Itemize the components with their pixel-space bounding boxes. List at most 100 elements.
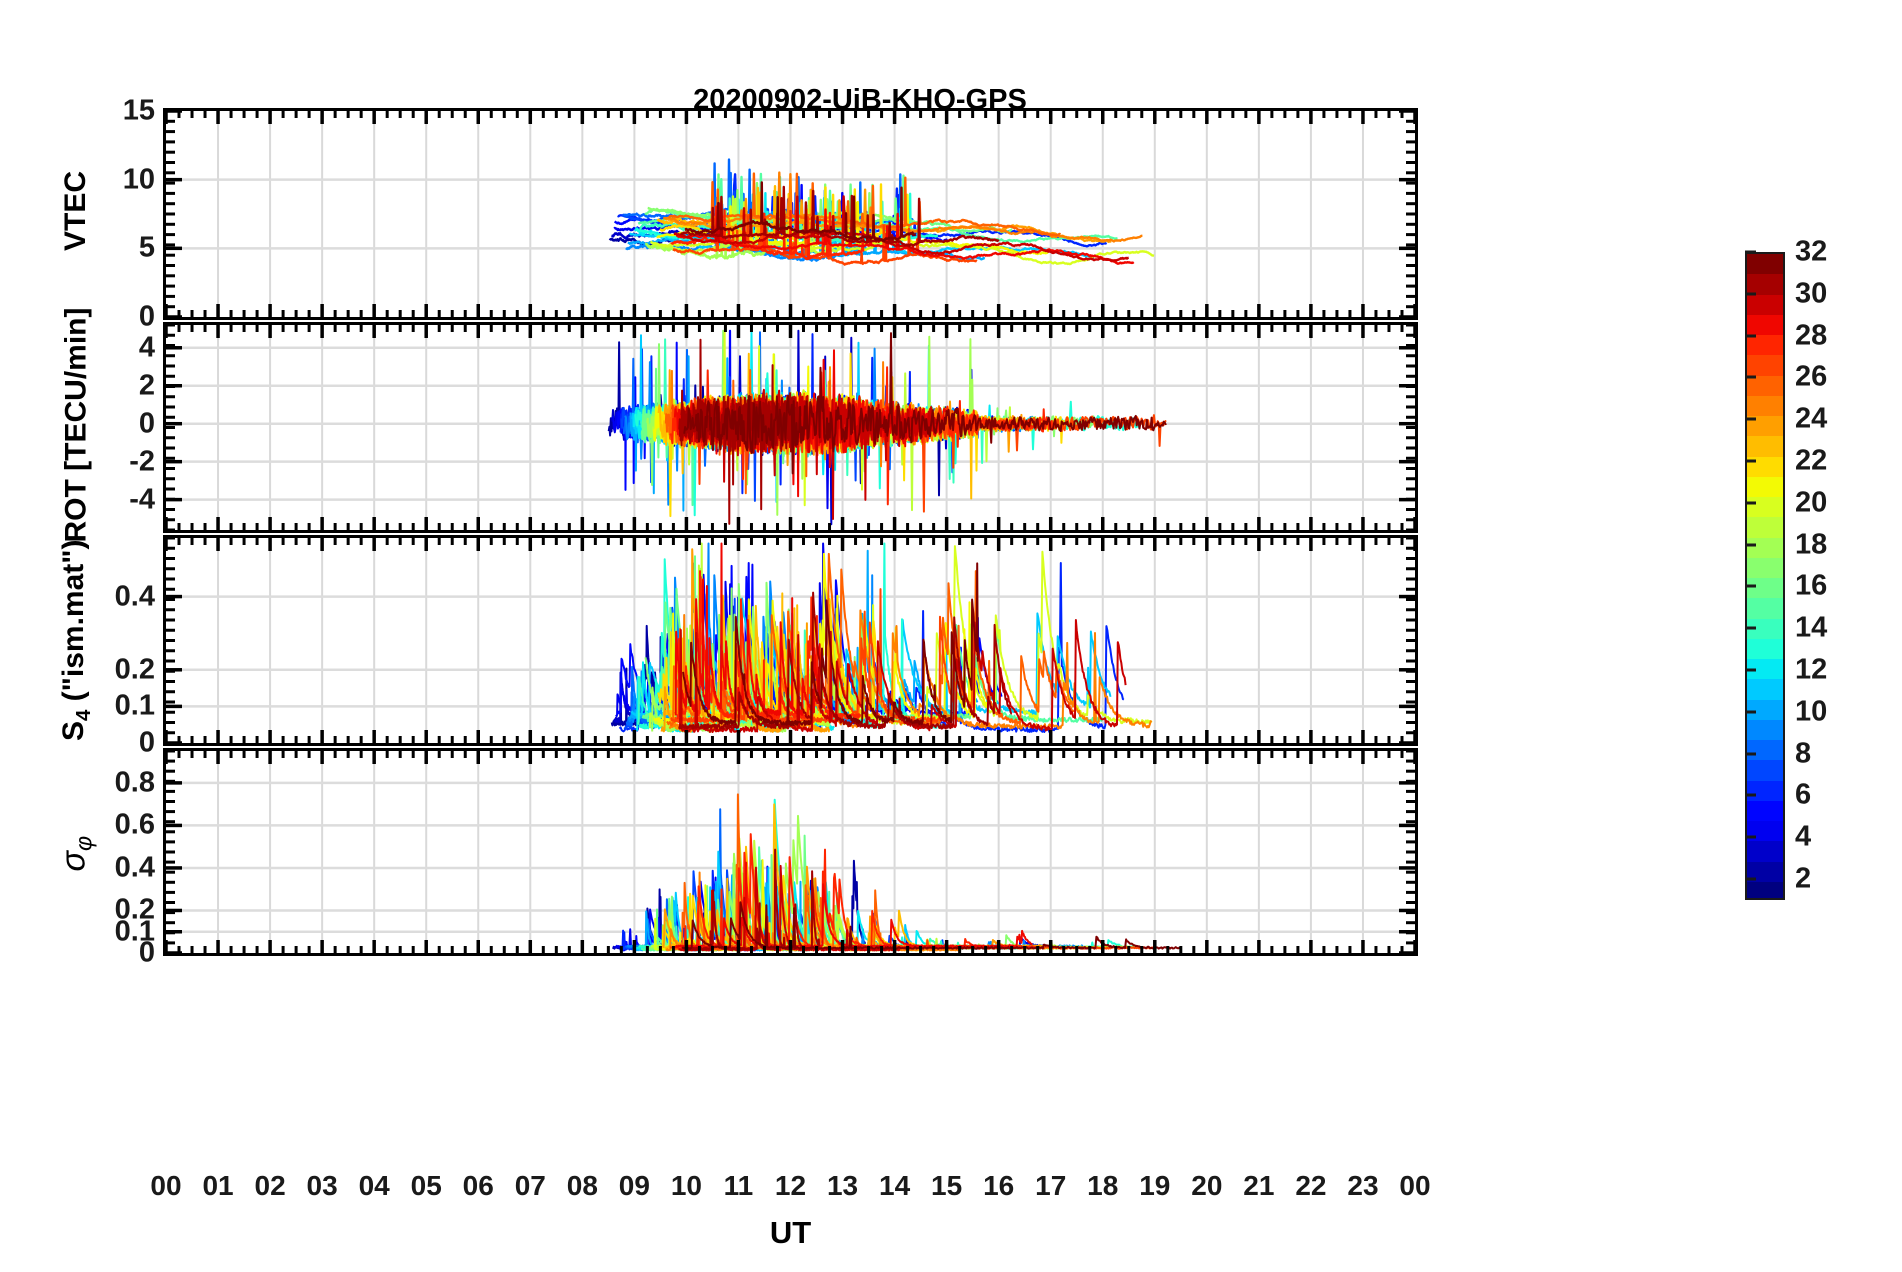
colorbar-segment xyxy=(1747,254,1783,275)
colorbar-segment xyxy=(1747,618,1783,639)
x-tick-label: 02 xyxy=(254,1170,286,1201)
colorbar-segment xyxy=(1747,314,1783,335)
axis-ticks xyxy=(166,751,1415,953)
x-tick-label: 03 xyxy=(306,1170,338,1201)
colorbar-segment xyxy=(1747,659,1783,680)
colorbar-segment xyxy=(1747,679,1783,700)
colorbar-segment xyxy=(1747,335,1783,356)
y-axis-label-sigma-phi: σφ xyxy=(54,835,97,872)
x-tick-label: 12 xyxy=(774,1170,807,1201)
plot-panel-s4 xyxy=(163,535,1418,746)
y-tick-label: 0.1 xyxy=(114,689,155,722)
x-tick-label: 06 xyxy=(462,1170,494,1201)
colorbar-segment xyxy=(1747,719,1783,740)
colorbar-label: PRN xyxy=(1895,539,1902,605)
x-tick-label: 11 xyxy=(723,1170,754,1201)
colorbar-segment xyxy=(1747,537,1783,558)
y-tick-label: -4 xyxy=(129,483,155,516)
y-tick-label: 0 xyxy=(138,407,155,440)
colorbar-tick-label: 4 xyxy=(1795,820,1812,853)
y-tick-label: 0.6 xyxy=(114,808,155,841)
plot-panel-vtec xyxy=(163,108,1418,320)
colorbar-tick-mark xyxy=(1745,793,1756,797)
x-tick-label: 05 xyxy=(410,1170,442,1201)
colorbar-tick-label: 2 xyxy=(1795,862,1812,895)
x-tick-label: 04 xyxy=(358,1170,390,1201)
colorbar-tick-mark xyxy=(1745,752,1756,756)
colorbar-segment xyxy=(1747,800,1783,821)
y-tick-label: 0.8 xyxy=(114,766,155,799)
y-tick-label: -2 xyxy=(129,445,155,478)
colorbar-segment xyxy=(1747,780,1783,801)
series-line-prn-32 xyxy=(684,181,917,242)
series-line-prn-31 xyxy=(678,591,1013,730)
colorbar-tick-label: 18 xyxy=(1795,528,1828,561)
colorbar-segment xyxy=(1747,598,1783,619)
colorbar-tick-label: 24 xyxy=(1795,402,1828,435)
x-tick-label: 14 xyxy=(879,1170,911,1201)
x-axis-label: UT xyxy=(769,1215,812,1250)
colorbar-segment xyxy=(1747,821,1783,842)
y-tick-label: 0 xyxy=(138,300,155,333)
colorbar-segment xyxy=(1747,517,1783,538)
x-tick-label: 15 xyxy=(931,1170,963,1201)
plot-canvas-rot xyxy=(166,325,1415,530)
axis-ticks xyxy=(166,111,1415,317)
colorbar-tick-label: 8 xyxy=(1795,737,1812,770)
x-tick-label: 23 xyxy=(1347,1170,1379,1201)
prn-colorbar[interactable] xyxy=(1745,252,1785,900)
x-tick-label: 09 xyxy=(618,1170,650,1201)
colorbar-segment xyxy=(1747,416,1783,437)
colorbar-segment xyxy=(1747,760,1783,781)
colorbar-tick-label: 32 xyxy=(1795,235,1828,268)
y-tick-label: 15 xyxy=(122,94,155,127)
y-tick-labels-sigma-phi: 0 0.1 0.2 0.4 0.6 0.8 xyxy=(83,748,155,968)
x-tick-label: 21 xyxy=(1243,1170,1275,1201)
colorbar-tick-label: 10 xyxy=(1795,695,1828,728)
colorbar-tick-mark xyxy=(1745,459,1756,463)
colorbar-segment xyxy=(1747,841,1783,862)
colorbar-segment xyxy=(1747,497,1783,518)
colorbar-tick-mark xyxy=(1745,584,1756,588)
x-tick-label: 17 xyxy=(1035,1170,1067,1201)
colorbar-segment xyxy=(1747,578,1783,599)
y-tick-labels-vtec: 0 5 10 15 xyxy=(83,95,155,333)
colorbar-segment xyxy=(1747,456,1783,477)
plot-canvas-s4 xyxy=(166,538,1415,743)
y-tick-label: 0.2 xyxy=(114,653,155,686)
x-tick-label: 16 xyxy=(983,1170,1015,1201)
colorbar-tick-mark xyxy=(1745,375,1756,379)
colorbar-tick-label: 28 xyxy=(1795,319,1828,352)
series-line-prn-29 xyxy=(674,542,832,717)
y-tick-label: 0 xyxy=(138,936,155,969)
colorbar-tick-mark xyxy=(1745,543,1756,547)
series-line-prn-28 xyxy=(670,199,865,261)
series-line-prn-30 xyxy=(673,195,1130,262)
colorbar-segment xyxy=(1747,557,1783,578)
colorbar-segment xyxy=(1747,395,1783,416)
colorbar-segment xyxy=(1747,436,1783,457)
colorbar-segment xyxy=(1747,699,1783,720)
axis-ticks xyxy=(166,538,1415,743)
y-tick-labels-s4: 0 0.1 0.2 0.4 xyxy=(83,535,155,758)
colorbar-segment xyxy=(1747,638,1783,659)
series-line-prn-32 xyxy=(683,332,1167,475)
x-tick-label: 00 xyxy=(150,1170,182,1201)
x-tick-label: 01 xyxy=(202,1170,234,1201)
axis-ticks xyxy=(166,325,1415,530)
colorbar-tick-mark xyxy=(1745,877,1756,881)
x-tick-label: 00 xyxy=(1399,1170,1431,1201)
x-tick-label: 07 xyxy=(514,1170,546,1201)
colorbar-tick-mark xyxy=(1745,626,1756,630)
colorbar-segment xyxy=(1747,274,1783,295)
series-line-prn-32 xyxy=(682,562,979,727)
colorbar-segment xyxy=(1747,740,1783,761)
plot-canvas-sigma-phi xyxy=(166,751,1415,953)
y-tick-label: 0.1 xyxy=(114,915,155,948)
colorbar-tick-mark xyxy=(1745,250,1756,254)
y-tick-label: 0.4 xyxy=(114,851,155,884)
series-line-prn-31 xyxy=(679,185,1000,248)
colorbar-tick-mark xyxy=(1745,501,1756,505)
x-tick-label: 19 xyxy=(1139,1170,1171,1201)
